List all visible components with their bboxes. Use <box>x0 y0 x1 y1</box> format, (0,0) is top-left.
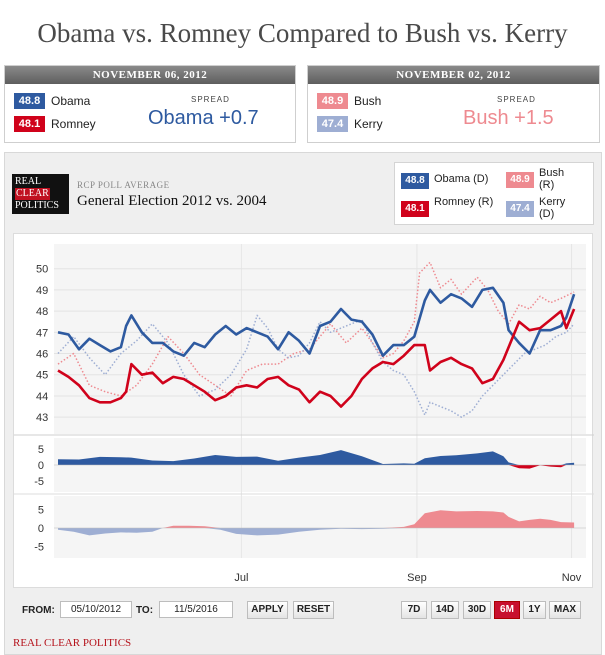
x-tick-label: Nov <box>562 572 582 584</box>
legend-label: Kerry (D) <box>539 196 566 220</box>
y-tick-label: 44 <box>36 391 48 403</box>
range-button-6m[interactable]: 6M <box>494 601 520 619</box>
legend: 48.8 Obama (D) 48.9 Bush (R) 48.1 Romney… <box>394 162 594 225</box>
legend-item-romney: 48.1 Romney (R) <box>401 196 501 217</box>
range-button-7d[interactable]: 7D <box>401 601 427 619</box>
spread-value: Obama +0.7 <box>148 107 259 129</box>
reset-button[interactable]: RESET <box>293 601 334 619</box>
y-tick-label: 46 <box>36 349 48 361</box>
y-tick-label: 0 <box>38 523 44 535</box>
logo-line: CLEAR <box>15 188 50 200</box>
legend-value: 48.1 <box>401 201 429 217</box>
rcp-logo: REAL CLEAR POLITICS <box>12 174 69 214</box>
spread-2004-positive-area <box>58 510 575 528</box>
y-tick-label: 49 <box>36 285 48 297</box>
candidate-row: 47.4 Kerry <box>317 116 383 132</box>
candidate-row: 48.9 Bush <box>317 93 381 109</box>
y-tick-label: 5 <box>38 505 44 517</box>
series-line-bush-r <box>57 261 575 397</box>
to-label: TO: <box>136 605 154 616</box>
page-title: Obama vs. Romney Compared to Bush vs. Ke… <box>37 18 568 48</box>
value-badge: 48.1 <box>14 116 45 132</box>
spread-2012-negative-area <box>58 465 575 469</box>
range-button-max[interactable]: MAX <box>549 601 581 619</box>
apply-button[interactable]: APPLY <box>247 601 288 619</box>
race-box-2012: NOVEMBER 06, 2012 48.8 Obama 48.1 Romney… <box>4 65 296 143</box>
y-tick-label: 0 <box>38 460 44 472</box>
value-badge: 48.9 <box>317 93 348 109</box>
candidate-name: Bush <box>354 94 382 108</box>
spread-label: SPREAD <box>191 95 230 104</box>
legend-item-kerry: 47.4 Kerry (D) <box>506 196 586 220</box>
candidate-row: 48.8 Obama <box>14 93 90 109</box>
value-badge: 47.4 <box>317 116 348 132</box>
y-tick-label: 47 <box>36 327 48 339</box>
legend-label: Bush (R) <box>539 167 565 191</box>
y-tick-label: 50 <box>36 264 48 276</box>
candidate-row: 48.1 Romney <box>14 116 96 132</box>
rcp-poll-label: RCP POLL AVERAGE <box>77 180 170 190</box>
logo-line: REAL <box>15 176 42 187</box>
candidate-name: Kerry <box>354 117 383 131</box>
candidate-name: Romney <box>51 117 96 131</box>
legend-value: 47.4 <box>506 201 534 217</box>
series-line-romney-r <box>57 308 576 408</box>
footer-credit: REAL CLEAR POLITICS <box>13 637 132 649</box>
spread-2012-positive-area <box>58 450 575 465</box>
legend-value: 48.9 <box>506 172 534 188</box>
race-date: NOVEMBER 06, 2012 <box>5 66 295 84</box>
x-tick-label: Jul <box>234 572 248 584</box>
y-tick-label: 45 <box>36 370 48 382</box>
y-tick-label: 5 <box>38 444 44 456</box>
y-tick-label: 48 <box>36 306 48 318</box>
y-tick-label: 43 <box>36 412 48 424</box>
x-tick-label: Sep <box>407 572 427 584</box>
race-box-2004: NOVEMBER 02, 2012 48.9 Bush 47.4 Kerry S… <box>307 65 600 143</box>
main-plot-background <box>54 244 586 434</box>
legend-item-obama: 48.8 Obama (D) <box>401 173 488 189</box>
legend-value: 48.8 <box>401 173 429 189</box>
y-tick-label: -5 <box>34 541 44 553</box>
spread-value: Bush +1.5 <box>463 107 554 129</box>
from-label: FROM: <box>22 605 55 616</box>
legend-item-bush: 48.9 Bush (R) <box>506 167 586 191</box>
spread-label: SPREAD <box>497 95 536 104</box>
to-date-input[interactable]: 11/5/2016 <box>159 601 233 618</box>
value-badge: 48.8 <box>14 93 45 109</box>
range-button-1y[interactable]: 1Y <box>523 601 546 619</box>
range-button-14d[interactable]: 14D <box>431 601 459 619</box>
range-button-30d[interactable]: 30D <box>463 601 491 619</box>
candidate-name: Obama <box>51 94 91 108</box>
y-tick-label: -5 <box>34 476 44 488</box>
race-date: NOVEMBER 02, 2012 <box>308 66 599 84</box>
chart-title: General Election 2012 vs. 2004 <box>77 193 267 209</box>
series-line-obama-d <box>57 286 576 357</box>
legend-label: Romney (R) <box>434 196 494 208</box>
logo-line: POLITICS <box>15 200 59 211</box>
chart-area: 43 44 45 46 47 48 49 50 5 0 -5 5 0 -5 Jul Sep Nov <box>13 233 594 589</box>
spread-2004-negative-area <box>58 528 575 536</box>
legend-label: Obama (D) <box>434 173 489 185</box>
from-date-input[interactable]: 05/10/2012 <box>60 601 132 618</box>
